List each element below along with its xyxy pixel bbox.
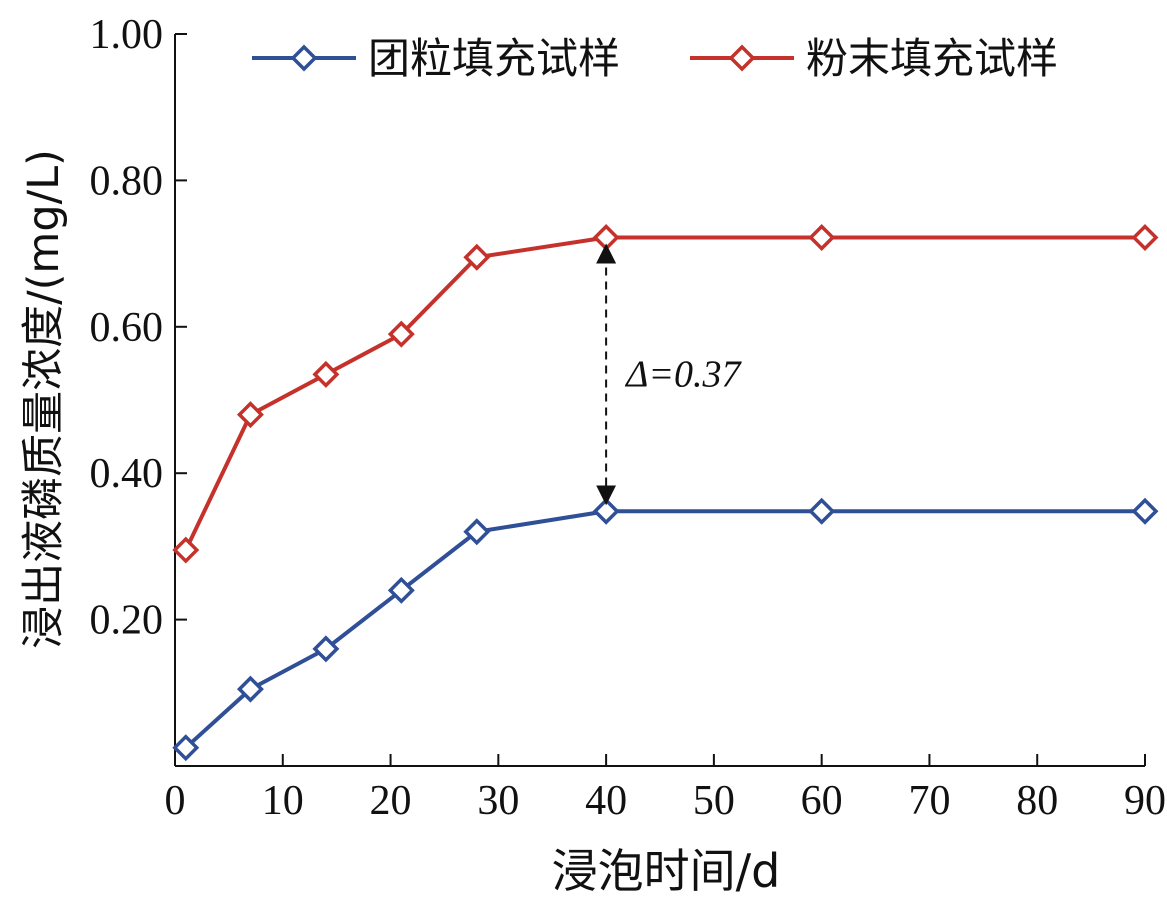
data-point: [463, 243, 491, 271]
series-layer: [172, 224, 1159, 762]
legend-label: 团粒填充试样: [368, 34, 620, 83]
data-point: [808, 497, 836, 525]
x-tick-label: 60: [801, 778, 843, 824]
x-axis-label: 浸泡时间/d: [552, 844, 781, 898]
x-tick-label: 90: [1124, 778, 1166, 824]
data-point: [312, 360, 340, 388]
series-line: [184, 509, 1145, 750]
x-tick-label: 50: [693, 778, 735, 824]
data-point: [1131, 497, 1159, 525]
y-axis-label: 浸出液磷质量浓度/(mg/L): [19, 149, 69, 649]
x-axis-ticks: 0 10 20 30 40 50 60 70 80 90: [165, 754, 1166, 824]
x-tick-label: 0: [165, 778, 186, 824]
data-point: [387, 576, 415, 604]
x-tick-label: 80: [1016, 778, 1058, 824]
data-point: [592, 497, 620, 525]
x-tick-label: 20: [370, 778, 412, 824]
y-tick-label: 0.80: [90, 158, 164, 204]
series-2: [172, 224, 1159, 564]
series-line: [183, 235, 1145, 551]
y-tick-label: 0.60: [90, 305, 164, 351]
x-tick-label: 40: [585, 778, 627, 824]
series-1: [172, 497, 1159, 762]
axes: [174, 34, 1145, 767]
x-tick-label: 10: [262, 778, 304, 824]
difference-label: Δ=0.37: [624, 353, 742, 395]
legend-item: 粉末填充试样: [690, 34, 1058, 83]
data-point: [236, 675, 264, 703]
y-tick-label: 1.00: [90, 12, 164, 58]
data-point: [1131, 224, 1159, 251]
data-point: [312, 635, 340, 663]
data-point: [236, 401, 264, 429]
data-point: [172, 536, 200, 564]
x-tick-label: 70: [908, 778, 950, 824]
data-point: [172, 734, 200, 762]
data-point: [808, 224, 836, 251]
data-point: [387, 320, 415, 348]
y-tick-label: 0.40: [90, 451, 164, 497]
y-axis-ticks: 0.20 0.40 0.60 0.80 1.00: [90, 12, 187, 644]
annotation-layer: Δ=0.37: [596, 243, 743, 506]
legend-item: 团粒填充试样: [252, 34, 620, 83]
legend: 团粒填充试样 粉末填充试样: [252, 34, 1058, 83]
legend-marker: [290, 44, 318, 72]
legend-marker: [728, 44, 756, 72]
legend-label: 粉末填充试样: [806, 34, 1058, 83]
y-tick-label: 0.20: [90, 598, 164, 644]
x-tick-label: 30: [477, 778, 519, 824]
data-point: [592, 224, 620, 251]
data-point: [463, 518, 491, 546]
